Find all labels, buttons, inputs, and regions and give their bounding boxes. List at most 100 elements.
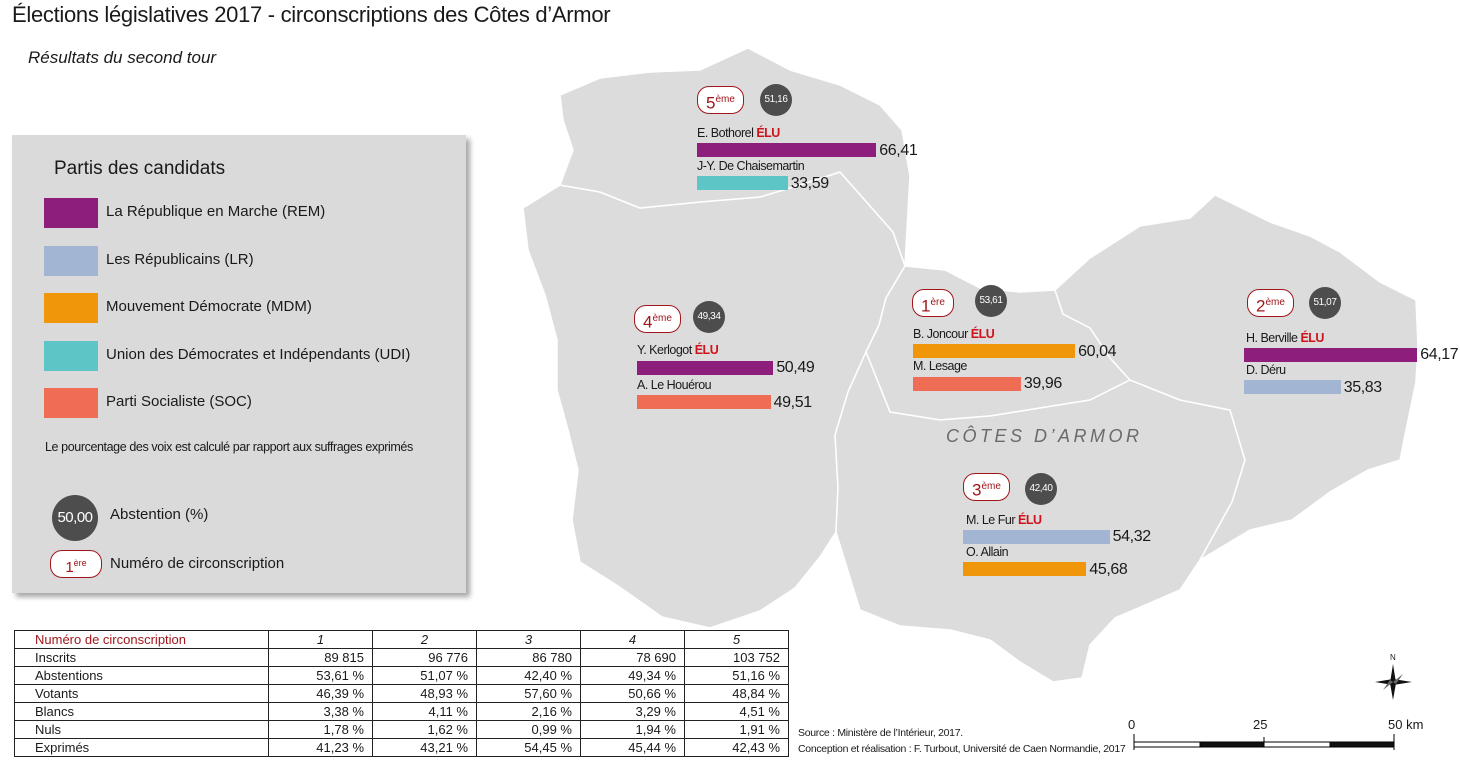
legend-item-udi: Union des Démocrates et Indépendants (UD… xyxy=(44,341,464,371)
district-3-elu-tag: ÉLU xyxy=(1017,513,1042,527)
district-2-badge: 2ème xyxy=(1247,289,1294,317)
scale-label-25: 25 xyxy=(1253,717,1268,732)
district-4-cand-2-value: 49,51 xyxy=(773,394,812,411)
table-row: Nuls 1,78 % 1,62 % 0,99 % 1,94 % 1,91 % xyxy=(14,720,789,739)
table-cell: 96 776 xyxy=(372,648,477,667)
district-3-cand-1-label: M. Le Fur xyxy=(966,513,1016,527)
table-cell: 48,84 % xyxy=(684,684,789,703)
district-5-shape xyxy=(559,47,911,267)
legend-title: Partis des candidats xyxy=(54,158,226,179)
district-2-cand-1-name: H. Berville ÉLU xyxy=(1246,331,1324,345)
legend-label-soc: Parti Socialiste (SOC) xyxy=(106,393,252,410)
district-1-badge: 1ère xyxy=(912,289,954,317)
legend-swatch-lr xyxy=(44,246,98,276)
district-5-elu-tag: ÉLU xyxy=(756,126,780,140)
table-cell: 78 690 xyxy=(580,648,685,667)
table-cell: 51,16 % xyxy=(684,666,789,685)
district-2-cand-2-bar xyxy=(1244,380,1341,394)
department-label: CÔTES D’ARMOR xyxy=(946,426,1143,446)
legend-swatch-mdm xyxy=(44,293,98,323)
district-3-abstention: 42,40 xyxy=(1025,473,1057,505)
legend-circ-sup: ère xyxy=(73,558,87,568)
table-row: Inscrits 89 815 96 776 86 780 78 690 103… xyxy=(14,648,789,667)
district-5-abstention: 51,16 xyxy=(760,84,792,116)
legend-item-rem: La République en Marche (REM) xyxy=(44,198,464,228)
district-3-shape xyxy=(834,351,1246,683)
district-1-elu-tag: ÉLU xyxy=(970,327,995,341)
district-4-cand-1-bar xyxy=(637,361,774,375)
table-cell: 103 752 xyxy=(684,648,789,667)
table-cell: 1,94 % xyxy=(580,720,685,739)
district-2-cand-2-value: 35,83 xyxy=(1343,379,1382,396)
table-cell: 46,39 % xyxy=(268,684,373,703)
district-1-sup: ère xyxy=(930,297,945,308)
table-cell: 53,61 % xyxy=(268,666,373,685)
district-2-cand-1-bar xyxy=(1244,348,1418,362)
legend-circ-num: 1 xyxy=(65,559,74,576)
page-title: Élections législatives 2017 - circonscri… xyxy=(12,2,611,27)
table-header-cell: 3 xyxy=(476,630,581,649)
page-subtitle: Résultats du second tour xyxy=(28,48,217,67)
table-cell: 50,66 % xyxy=(580,684,685,703)
scale-label-50: 50 km xyxy=(1388,717,1424,732)
legend-label-lr: Les Républicains (LR) xyxy=(106,251,254,268)
legend-abstention-circle: 50,00 xyxy=(52,495,98,541)
credits-line: Conception et réalisation : F. Turbout, … xyxy=(798,743,1126,755)
table-header-cell: 5 xyxy=(684,630,789,649)
district-2-shape xyxy=(1054,194,1419,561)
district-4-badge: 4ème xyxy=(634,305,681,333)
legend-swatch-rem xyxy=(44,198,98,228)
legend-swatch-udi xyxy=(44,341,98,371)
table-cell: 57,60 % xyxy=(476,684,581,703)
legend-item-soc: Parti Socialiste (SOC) xyxy=(44,388,464,418)
table-row: Blancs 3,38 % 4,11 % 2,16 % 3,29 % 4,51 … xyxy=(14,702,789,721)
district-4-num: 4 xyxy=(643,312,653,332)
table-row: Abstentions 53,61 % 51,07 % 42,40 % 49,3… xyxy=(14,666,789,685)
legend-label-mdm: Mouvement Démocrate (MDM) xyxy=(106,298,312,315)
district-1-cand-1-name: B. Joncour ÉLU xyxy=(913,327,995,341)
legend-label-rem: La République en Marche (REM) xyxy=(106,203,326,220)
table-row-label: Exprimés xyxy=(14,738,269,757)
legend-panel: Partis des candidats La République en Ma… xyxy=(12,135,466,593)
table-row-label: Inscrits xyxy=(14,648,269,667)
table-cell: 3,29 % xyxy=(580,702,685,721)
table-row-label: Blancs xyxy=(14,702,269,721)
table-cell: 86 780 xyxy=(476,648,581,667)
district-3-cand-2-value: 45,68 xyxy=(1089,561,1128,578)
legend-note: Le pourcentage des voix est calculé par … xyxy=(45,440,413,454)
table-cell: 45,44 % xyxy=(580,738,685,757)
district-5-cand-2-name: J-Y. De Chaisemartin xyxy=(697,159,805,173)
district-1-cand-2-bar xyxy=(913,377,1021,391)
district-3-sup: ème xyxy=(981,481,1001,492)
district-4-cand-1-label: Y. Kerlogot xyxy=(637,343,692,357)
table-cell: 1,91 % xyxy=(684,720,789,739)
district-1-cand-1-value: 60,04 xyxy=(1078,343,1117,360)
table-cell: 89 815 xyxy=(268,648,373,667)
table-row-label: Votants xyxy=(14,684,269,703)
table-row: Exprimés 41,23 % 43,21 % 54,45 % 45,44 %… xyxy=(14,738,789,757)
table-header-cell: 2 xyxy=(372,630,477,649)
district-1-cand-2-value: 39,96 xyxy=(1023,375,1062,392)
district-3-cand-1-bar xyxy=(963,530,1110,544)
district-5-cand-1-name: E. Bothorel ÉLU xyxy=(697,126,780,140)
district-4-sup: ème xyxy=(652,313,672,324)
district-1-cand-1-label: B. Joncour xyxy=(913,327,968,341)
table-header-row: Numéro de circonscription 1 2 3 4 5 xyxy=(14,630,789,649)
legend-label-udi: Union des Démocrates et Indépendants (UD… xyxy=(106,346,411,363)
legend-swatch-soc xyxy=(44,388,98,418)
district-2-cand-2-name: D. Déru xyxy=(1246,363,1286,377)
legend-circ-label: Numéro de circonscription xyxy=(110,555,285,572)
table-row-label: Abstentions xyxy=(14,666,269,685)
table-cell: 42,43 % xyxy=(684,738,789,757)
district-1-cand-2-name: M. Lesage xyxy=(913,359,967,373)
table-cell: 0,99 % xyxy=(476,720,581,739)
district-4-cand-1-value: 50,49 xyxy=(776,359,815,376)
district-5-badge: 5ème xyxy=(697,86,744,114)
table-cell: 41,23 % xyxy=(268,738,373,757)
district-3-num: 3 xyxy=(972,480,982,500)
north-arrow-icon xyxy=(1375,664,1412,700)
table-row: Votants 46,39 % 48,93 % 57,60 % 50,66 % … xyxy=(14,684,789,703)
district-5-num: 5 xyxy=(706,93,716,113)
district-5-cand-2-bar xyxy=(697,176,788,190)
district-3-cand-1-name: M. Le Fur ÉLU xyxy=(966,513,1042,527)
